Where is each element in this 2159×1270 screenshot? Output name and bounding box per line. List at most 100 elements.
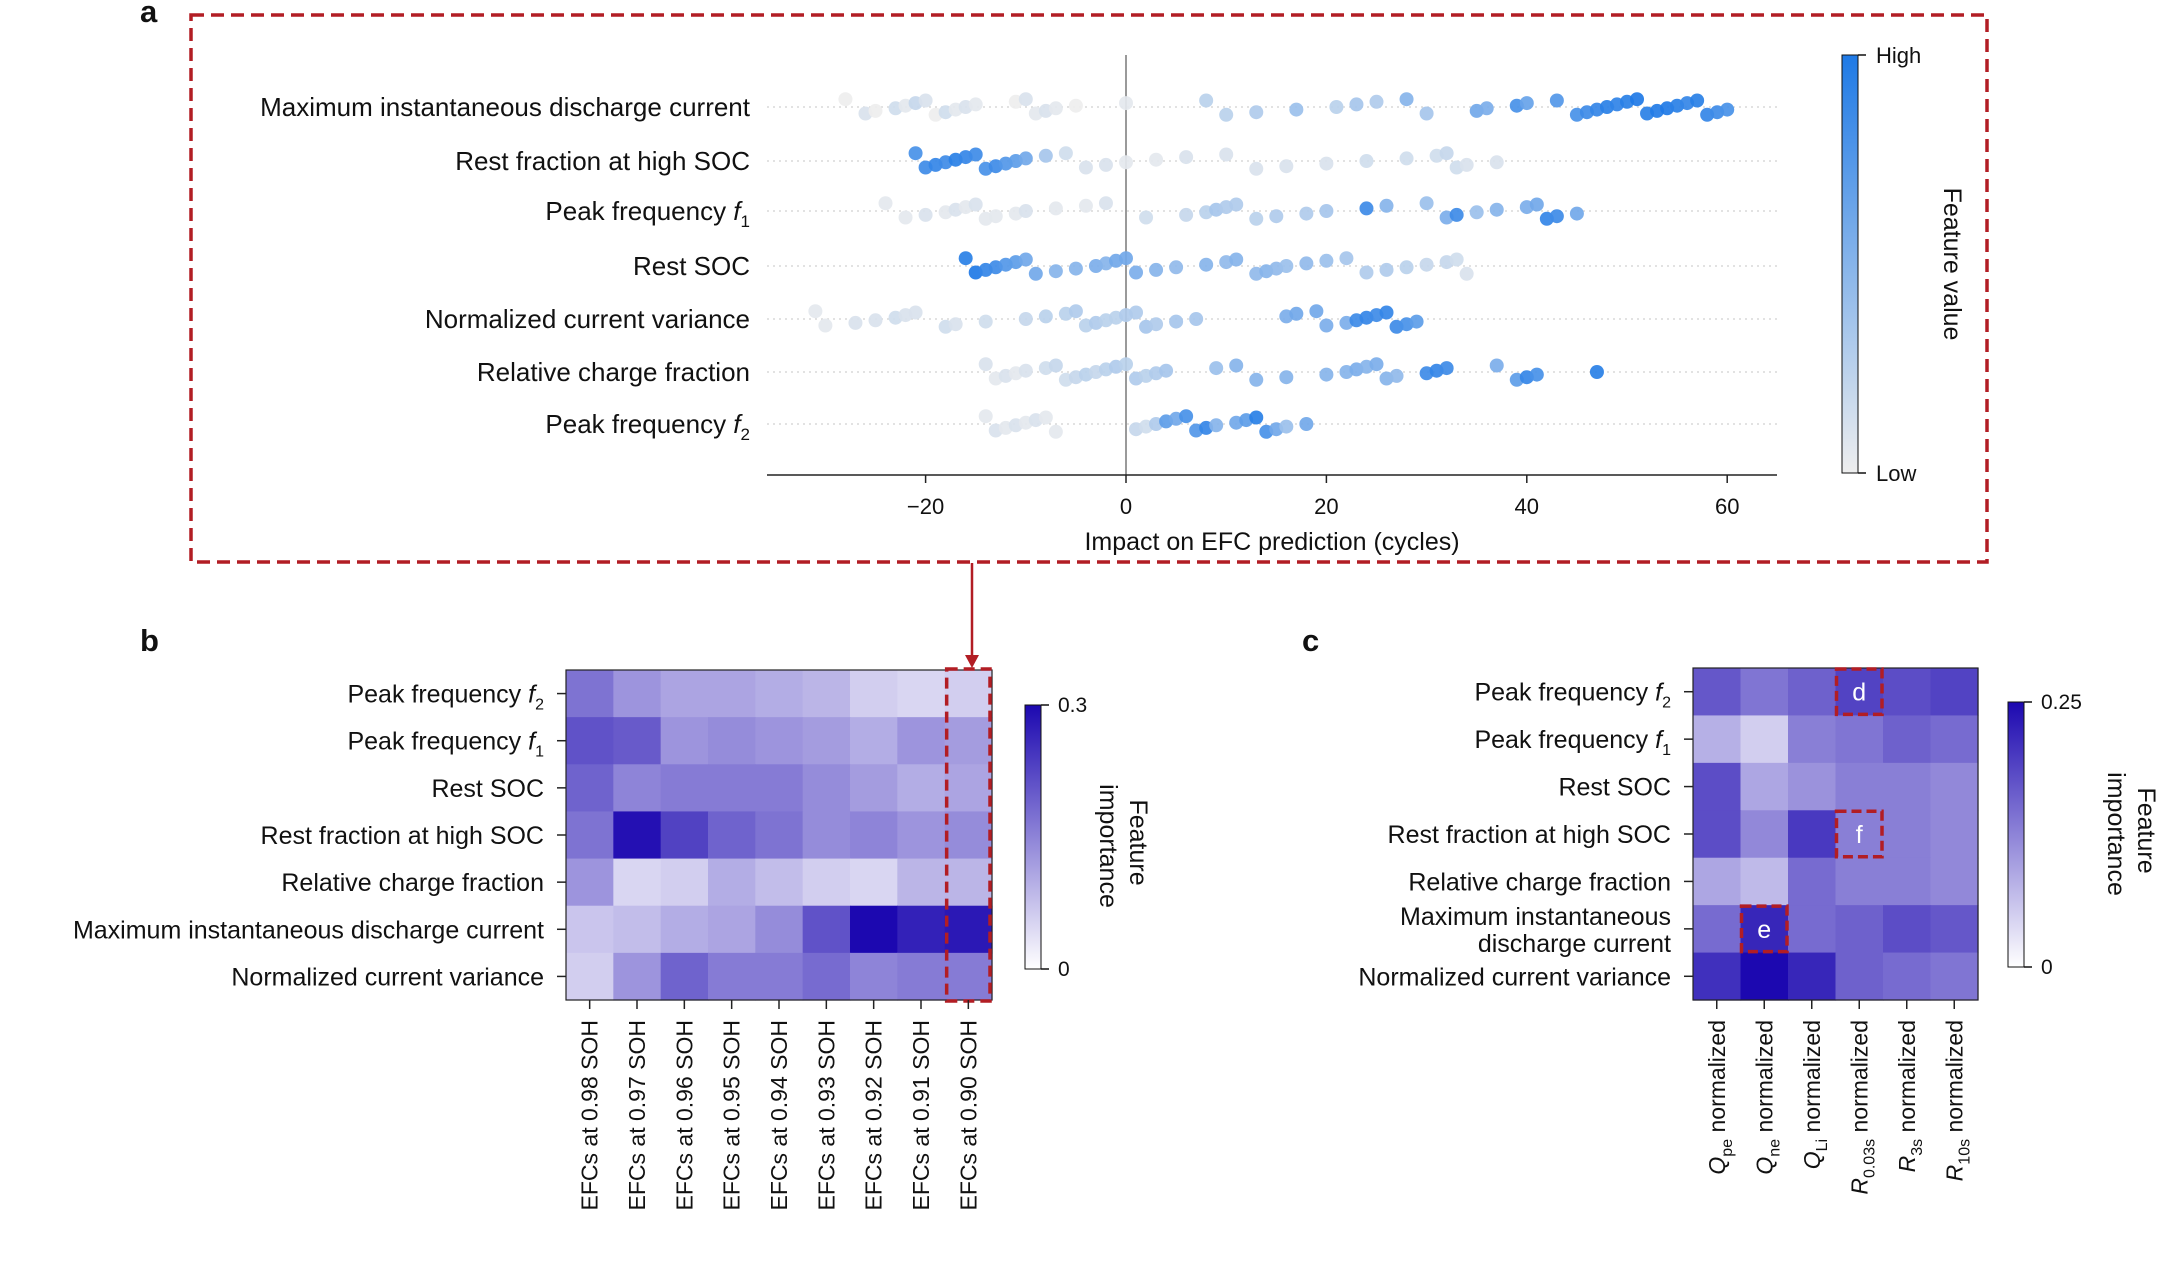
panel-a-point [1078,160,1093,175]
panel-c-row-label-6: Normalized current variance [1358,963,1671,991]
panel-a-point [1078,198,1093,213]
panel-c-cell [1835,810,1884,859]
panel-label-a: a [140,0,158,29]
panel-a-point [1209,361,1224,376]
panel-c-cell [1693,905,1742,954]
panel-c-row-label-5: Maximum instantaneous discharge current [1400,903,1671,958]
panel-label-c: c [1302,623,1319,658]
panel-a-point [1439,361,1454,376]
panel-a-point [1159,363,1174,378]
panel-a-feature-label-3: Rest SOC [633,251,750,281]
panel-a-point [1449,252,1464,267]
panel-b-cell [755,670,804,718]
panel-b-cell [802,952,851,1001]
panel-a-point [1279,370,1294,385]
panel-b-cell [755,811,804,860]
panel-c-cell [1835,668,1884,717]
panel-b-col-label-6: EFCs at 0.92 SOH [861,1020,887,1210]
panel-b-row-label-6: Normalized current variance [231,963,544,991]
panel-a-point [1489,358,1504,373]
panel-c-col-label-1: Qne normalized [1751,1020,1783,1175]
panel-b-cell [802,717,851,765]
panel-a-point [1419,196,1434,211]
panel-a-point [1098,157,1113,172]
panel-a-point [958,251,973,266]
panel-a-point [1119,357,1133,372]
panel-b-cell [566,717,614,765]
panel-a-point [1469,205,1484,220]
panel-b-cell [802,905,851,954]
panel-a-feature-label-2-symbol: f [733,196,743,226]
panel-b-cell [944,905,993,954]
panel-b-cell [660,764,709,813]
panel-b-cell [802,764,851,813]
panel-a-point [1269,209,1284,224]
panel-b-cell [708,670,756,718]
panel-a-point [1169,260,1184,275]
panel-b-cell [850,811,898,860]
panel-b-cell [897,670,946,718]
panel-c-cell [1740,857,1789,906]
panel-a-x-axis-label: Impact on EFC prediction (cycles) [1084,528,1459,556]
panel-a-point [1690,93,1705,108]
panel-a-point [1119,251,1133,266]
panel-b-cell [566,764,614,813]
panel-b-cell [708,811,756,860]
panel-a-point [1439,146,1454,161]
panel-c-col-label-0: Qpe normalized [1704,1020,1736,1175]
panel-a-x-tick-label: 0 [1120,494,1132,519]
panel-a-point [1459,266,1474,281]
panel-b-cell [755,858,804,907]
panel-a-point [1279,419,1294,434]
panel-c-cell [1740,952,1789,1001]
panel-a-point [1399,92,1414,107]
panel-b-cell [850,764,898,813]
panel-c-cell [1693,857,1742,906]
panel-b-row-label-2: Rest SOC [431,775,544,803]
panel-a-point [1048,424,1063,439]
panel-a-point [1139,210,1154,225]
panel-a-point [848,315,863,330]
panel-a-x-tick-label: 60 [1715,494,1739,519]
panel-c-boxed-cell-label: d [1852,679,1866,707]
panel-b-row-label-3: Rest fraction at high SOC [261,822,544,850]
panel-b-cell [897,858,946,907]
panel-b-cell [850,717,898,765]
panel-a-feature-label-6: Peak frequency f2 [545,409,750,444]
panel-a-point [1289,102,1304,117]
panel-c-cell [1835,952,1884,1001]
panel-a-point [1489,155,1504,170]
panel-a-beeswarm: Maximum instantaneous discharge current R… [189,13,1989,564]
panel-a-point [1359,265,1374,280]
panel-b-cell [755,905,804,954]
panel-b-cell [944,952,993,1001]
panel-c-cell [1740,762,1789,811]
panel-b-cell [755,764,804,813]
panel-a-point [1249,211,1264,226]
panel-b-cell [613,905,662,954]
panel-a-point [1048,264,1063,279]
panel-a-point [1459,157,1474,172]
panel-b-cell [708,717,756,765]
panel-a-point [818,318,833,333]
panel-b-cell [944,811,993,860]
panel-a-point [1329,100,1344,114]
panel-c-cell [1930,905,1979,954]
panel-b-row-label-1-symbol: f [528,728,538,756]
panel-c-heatmap: Peak frequency f2 Peak frequency f1 Rest S… [1358,667,2159,1195]
panel-b-col-label-5: EFCs at 0.93 SOH [813,1020,839,1210]
panel-a-point [1219,147,1234,162]
panel-a-point [1349,97,1364,112]
panel-a-point [1229,252,1244,267]
panel-label-b: b [140,623,159,658]
panel-b-cell [613,670,662,718]
panel-c-cell [1693,810,1742,859]
panel-a-point [1319,253,1334,268]
panel-c-cell [1788,715,1837,764]
panel-a-point [1419,106,1434,121]
panel-c-cell [1883,668,1932,717]
panel-a-point [1489,202,1504,217]
panel-c-cell [1693,762,1742,811]
panel-c-boxed-cell-f [1834,809,1884,859]
panel-a-point [1179,207,1194,222]
